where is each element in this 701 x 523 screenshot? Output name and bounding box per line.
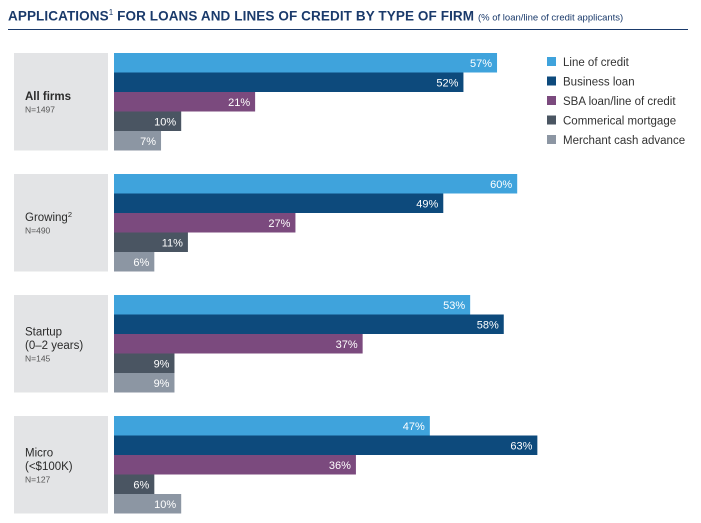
bar-value-label: 52% bbox=[436, 77, 458, 89]
legend-swatch bbox=[547, 96, 556, 105]
bar-value-label: 21% bbox=[228, 97, 250, 109]
bar bbox=[114, 314, 504, 334]
bar bbox=[114, 494, 182, 514]
bar bbox=[114, 111, 182, 131]
bar bbox=[114, 193, 444, 213]
legend-label: Merchant cash advance bbox=[563, 135, 685, 147]
bar-value-label: 9% bbox=[154, 378, 170, 390]
legend-swatch bbox=[547, 135, 556, 144]
bar bbox=[114, 232, 188, 252]
title-rest: FOR LOANS AND LINES OF CREDIT BY TYPE OF… bbox=[113, 8, 475, 24]
title-main: APPLICATIONS bbox=[8, 8, 109, 24]
bar-value-label: 6% bbox=[133, 257, 149, 269]
bar bbox=[114, 474, 155, 494]
bar bbox=[114, 373, 175, 393]
bar bbox=[114, 131, 162, 151]
group-n-label: N=490 bbox=[25, 226, 51, 236]
bar-value-label: 6% bbox=[133, 479, 149, 491]
bar-value-label: 47% bbox=[403, 421, 425, 433]
bar-value-label: 9% bbox=[154, 358, 170, 370]
bar-value-label: 37% bbox=[336, 339, 358, 351]
group-label-panel bbox=[14, 53, 108, 151]
group-label: All firms bbox=[25, 91, 71, 103]
bar-value-label: 57% bbox=[470, 58, 492, 70]
group-label-panel bbox=[14, 416, 108, 514]
bar bbox=[114, 416, 430, 436]
legend-swatch bbox=[547, 115, 556, 125]
legend-label: Line of credit bbox=[563, 57, 630, 69]
bar bbox=[114, 72, 464, 92]
group-label: Growing2 bbox=[25, 210, 72, 224]
bar bbox=[114, 334, 363, 354]
group-label-panel bbox=[14, 174, 108, 272]
group-n-label: N=127 bbox=[25, 474, 51, 484]
group-label-panel bbox=[14, 295, 108, 393]
bar-value-label: 36% bbox=[329, 460, 351, 472]
group-label: (0–2 years) bbox=[25, 340, 83, 352]
bar bbox=[114, 353, 175, 373]
legend-swatch bbox=[547, 57, 556, 66]
group-label: Micro bbox=[25, 447, 53, 459]
bar-value-label: 53% bbox=[443, 300, 465, 312]
bar bbox=[114, 455, 356, 475]
bar bbox=[114, 213, 296, 233]
title-divider bbox=[8, 29, 688, 30]
bar bbox=[114, 252, 155, 272]
bar-value-label: 27% bbox=[268, 218, 290, 230]
group-n-label: N=1497 bbox=[25, 105, 55, 115]
chart-subtitle: (% of loan/line of credit applicants) bbox=[478, 12, 624, 24]
bar-value-label: 60% bbox=[490, 179, 512, 191]
legend-label: Business loan bbox=[563, 77, 635, 89]
bar-value-label: 63% bbox=[510, 440, 532, 452]
legend-label: Commerical mortgage bbox=[563, 116, 676, 128]
bar-value-label: 7% bbox=[140, 136, 156, 148]
bar-value-label: 58% bbox=[477, 319, 499, 331]
legend-label: SBA loan/line of credit bbox=[563, 96, 676, 108]
bar bbox=[114, 174, 518, 194]
bar bbox=[114, 435, 538, 455]
bar-value-label: 10% bbox=[154, 116, 176, 128]
bar bbox=[114, 53, 498, 73]
bar-value-label: 49% bbox=[416, 198, 438, 210]
group-n-label: N=145 bbox=[25, 353, 51, 363]
title-footnote: 1 bbox=[108, 8, 114, 17]
legend-swatch bbox=[547, 76, 556, 86]
bar-value-label: 11% bbox=[162, 237, 183, 249]
chart-title: APPLICATIONS1 FOR LOANS AND LINES OF CRE… bbox=[8, 8, 623, 24]
group-label: (<$100K) bbox=[25, 461, 73, 473]
bar-value-label: 10% bbox=[154, 499, 176, 511]
group-label: Startup bbox=[25, 326, 62, 338]
bar bbox=[114, 92, 256, 112]
bar bbox=[114, 295, 471, 315]
